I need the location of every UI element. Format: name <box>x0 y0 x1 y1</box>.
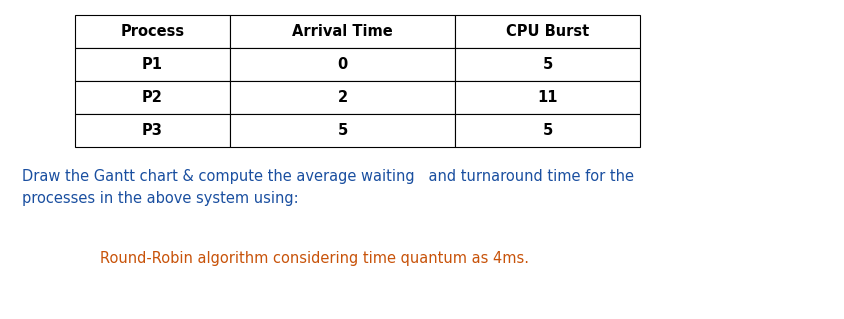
Text: processes in the above system using:: processes in the above system using: <box>22 191 299 206</box>
Text: Draw the Gantt chart & compute the average waiting   and turnaround time for the: Draw the Gantt chart & compute the avera… <box>22 169 634 184</box>
Text: 5: 5 <box>543 57 553 72</box>
Bar <box>230 48 455 81</box>
Text: Arrival Time: Arrival Time <box>292 24 392 39</box>
Bar <box>230 114 455 147</box>
Text: Process: Process <box>121 24 185 39</box>
Text: Round-Robin algorithm considering time quantum as 4ms.: Round-Robin algorithm considering time q… <box>100 251 529 266</box>
Bar <box>455 48 640 81</box>
Text: 0: 0 <box>338 57 348 72</box>
Bar <box>230 15 455 48</box>
Text: P2: P2 <box>142 90 163 105</box>
Text: 11: 11 <box>538 90 558 105</box>
Bar <box>230 81 455 114</box>
Text: 2: 2 <box>338 90 348 105</box>
Bar <box>455 114 640 147</box>
Text: 5: 5 <box>543 123 553 138</box>
Bar <box>75 114 230 147</box>
Text: P1: P1 <box>142 57 163 72</box>
Bar <box>455 15 640 48</box>
Bar <box>75 81 230 114</box>
Text: 5: 5 <box>338 123 348 138</box>
Bar <box>75 15 230 48</box>
Text: P3: P3 <box>142 123 163 138</box>
Bar <box>455 81 640 114</box>
Bar <box>75 48 230 81</box>
Text: CPU Burst: CPU Burst <box>506 24 589 39</box>
